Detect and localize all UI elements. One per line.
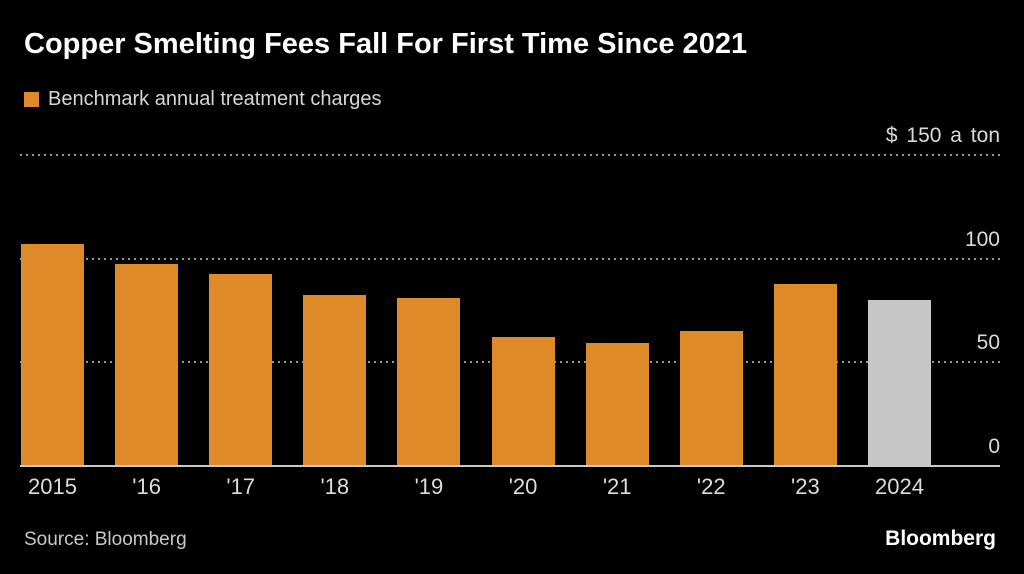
bars-row: [21, 155, 931, 466]
bar-22: [679, 331, 743, 466]
bar-16: [115, 264, 179, 466]
x-tick-label-22: '22: [696, 474, 726, 499]
gridline-100: [20, 257, 1000, 260]
x-tick-label-2024: 2024: [875, 474, 924, 499]
x-axis-labels: 2015 '16 '17 '18 '19 '20 '21 '22 '23 2024: [21, 474, 931, 500]
x-tick-label-18: '18: [320, 474, 350, 499]
x-axis-line: [20, 465, 1000, 467]
chart-title: Copper Smelting Fees Fall For First Time…: [24, 28, 748, 60]
bar-2024: [867, 300, 931, 466]
x-tick-label-20: '20: [508, 474, 538, 499]
bar-19: [397, 298, 461, 466]
bar-20: [491, 337, 555, 466]
legend: Benchmark annual treatment charges: [24, 88, 382, 111]
y-tick-label-100: 100: [964, 227, 1000, 251]
y-tick-label-0: 0: [988, 435, 1000, 458]
plot-area: 0 50 100 $ 150 a ton: [20, 125, 1000, 467]
bar-17: [209, 274, 273, 466]
x-tick-label-19: '19: [414, 474, 444, 499]
bar-21: [585, 342, 649, 466]
source-label: Source: Bloomberg: [24, 529, 187, 550]
x-tick-label-23: '23: [791, 474, 820, 499]
x-tick-label-17: '17: [226, 474, 256, 499]
gridline-150: [20, 154, 1000, 156]
legend-label: Benchmark annual treatment charges: [48, 88, 382, 110]
bar-23: [773, 283, 837, 466]
bar-2015: [21, 244, 84, 466]
y-tick-label-150: $ 150 a ton: [885, 124, 1000, 147]
bar-18: [303, 295, 367, 466]
x-tick-label-21: '21: [602, 474, 632, 499]
x-tick-label-16: '16: [132, 474, 161, 499]
x-tick-label-2015: 2015: [28, 474, 77, 499]
y-tick-label-50: 50: [976, 331, 1000, 355]
bloomberg-logo: Bloomberg: [885, 527, 996, 550]
legend-swatch-icon: [24, 92, 39, 107]
